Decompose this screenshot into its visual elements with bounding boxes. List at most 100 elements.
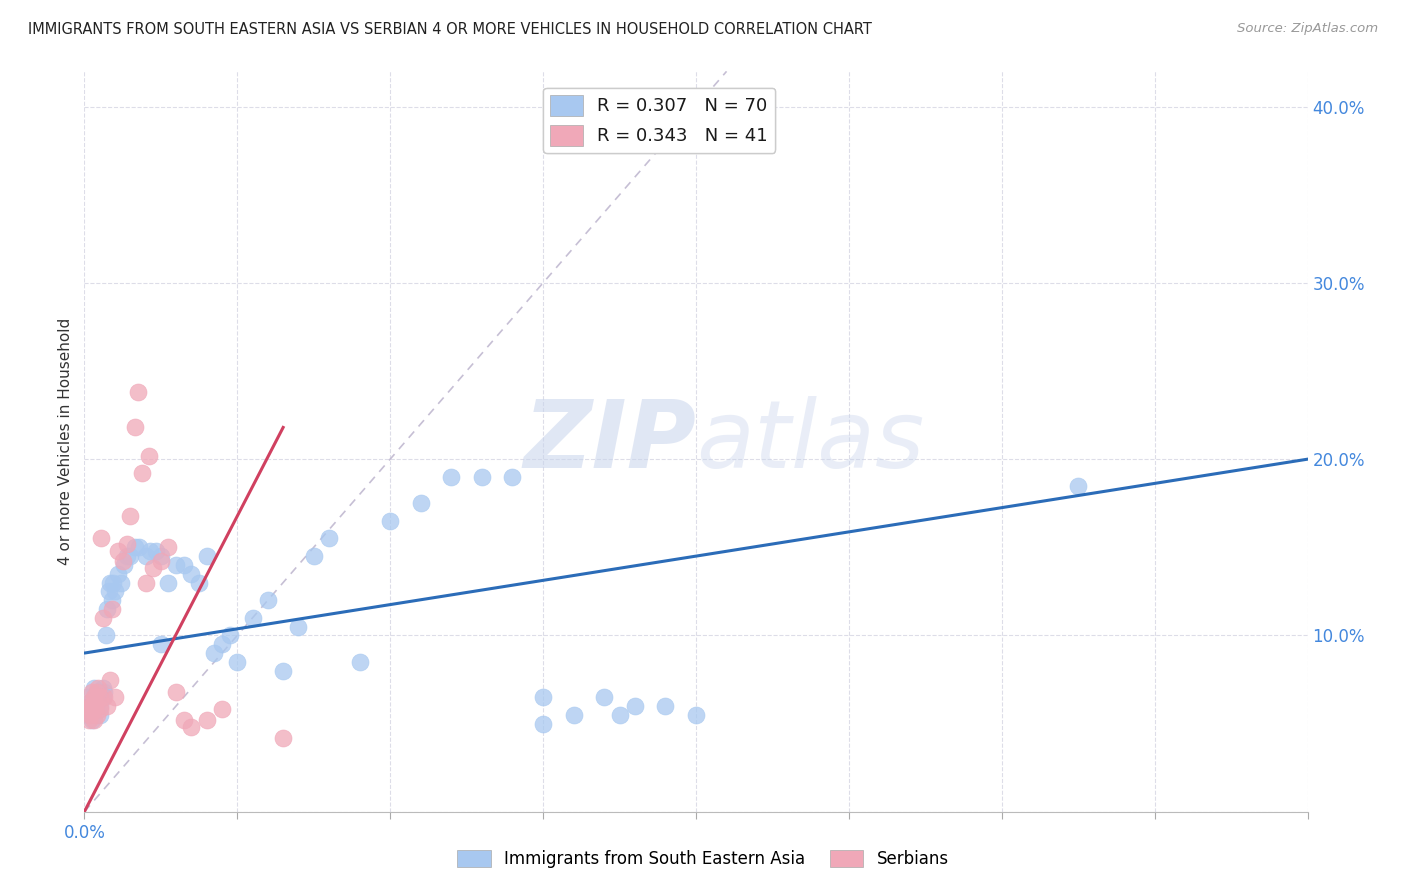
Point bbox=[165, 558, 187, 572]
Point bbox=[624, 698, 647, 713]
Legend: R = 0.307   N = 70, R = 0.343   N = 41: R = 0.307 N = 70, R = 0.343 N = 41 bbox=[543, 87, 775, 153]
Point bbox=[79, 695, 101, 709]
Point bbox=[90, 532, 112, 546]
Text: ZIP: ZIP bbox=[523, 395, 696, 488]
Point bbox=[502, 470, 524, 484]
Point bbox=[149, 554, 172, 568]
Point bbox=[77, 707, 100, 722]
Point bbox=[83, 690, 105, 705]
Point bbox=[86, 685, 108, 699]
Point bbox=[380, 514, 402, 528]
Point bbox=[86, 685, 108, 699]
Point bbox=[157, 541, 180, 555]
Point bbox=[149, 637, 172, 651]
Point bbox=[86, 698, 108, 713]
Point bbox=[115, 537, 138, 551]
Point bbox=[257, 593, 280, 607]
Point bbox=[110, 575, 132, 590]
Point bbox=[211, 637, 233, 651]
Point bbox=[87, 685, 110, 699]
Point bbox=[135, 575, 157, 590]
Point bbox=[80, 698, 103, 713]
Point bbox=[76, 702, 98, 716]
Point bbox=[202, 646, 225, 660]
Point bbox=[104, 584, 127, 599]
Legend: Immigrants from South Eastern Asia, Serbians: Immigrants from South Eastern Asia, Serb… bbox=[450, 843, 956, 875]
Point bbox=[98, 673, 121, 687]
Point bbox=[226, 655, 249, 669]
Text: atlas: atlas bbox=[696, 396, 924, 487]
Point bbox=[654, 698, 676, 713]
Point bbox=[96, 602, 118, 616]
Point bbox=[157, 575, 180, 590]
Point bbox=[93, 690, 115, 705]
Point bbox=[77, 713, 100, 727]
Point bbox=[173, 713, 195, 727]
Point bbox=[76, 690, 98, 705]
Point bbox=[80, 685, 103, 699]
Point bbox=[107, 544, 129, 558]
Point bbox=[94, 628, 117, 642]
Point bbox=[318, 532, 340, 546]
Point bbox=[90, 685, 112, 699]
Point bbox=[87, 681, 110, 696]
Point bbox=[149, 549, 172, 563]
Point bbox=[120, 508, 142, 523]
Point bbox=[188, 575, 211, 590]
Point bbox=[79, 707, 101, 722]
Point bbox=[180, 720, 202, 734]
Point bbox=[84, 690, 107, 705]
Point bbox=[91, 611, 114, 625]
Point bbox=[409, 496, 432, 510]
Point bbox=[218, 628, 240, 642]
Point bbox=[120, 549, 142, 563]
Point bbox=[77, 698, 100, 713]
Point bbox=[87, 695, 110, 709]
Point bbox=[77, 698, 100, 713]
Point bbox=[101, 593, 124, 607]
Point bbox=[609, 707, 631, 722]
Point bbox=[93, 685, 115, 699]
Point bbox=[271, 731, 294, 745]
Point bbox=[471, 470, 494, 484]
Point bbox=[242, 611, 264, 625]
Point bbox=[302, 549, 325, 563]
Point bbox=[83, 681, 105, 696]
Point bbox=[83, 690, 105, 705]
Point bbox=[84, 702, 107, 716]
Text: Source: ZipAtlas.com: Source: ZipAtlas.com bbox=[1237, 22, 1378, 36]
Point bbox=[271, 664, 294, 678]
Point bbox=[685, 707, 707, 722]
Point bbox=[89, 690, 111, 705]
Point bbox=[165, 685, 187, 699]
Point bbox=[124, 541, 146, 555]
Point bbox=[135, 549, 157, 563]
Point bbox=[84, 698, 107, 713]
Point bbox=[79, 702, 101, 716]
Point bbox=[195, 549, 218, 563]
Point bbox=[531, 716, 554, 731]
Point bbox=[84, 702, 107, 716]
Point bbox=[145, 544, 167, 558]
Point bbox=[593, 690, 616, 705]
Point bbox=[103, 575, 125, 590]
Point bbox=[173, 558, 195, 572]
Point bbox=[131, 467, 153, 481]
Point bbox=[115, 549, 138, 563]
Point bbox=[531, 690, 554, 705]
Text: IMMIGRANTS FROM SOUTH EASTERN ASIA VS SERBIAN 4 OR MORE VEHICLES IN HOUSEHOLD CO: IMMIGRANTS FROM SOUTH EASTERN ASIA VS SE… bbox=[28, 22, 872, 37]
Point bbox=[89, 698, 111, 713]
Point bbox=[104, 690, 127, 705]
Point bbox=[83, 713, 105, 727]
Point bbox=[112, 558, 135, 572]
Point bbox=[91, 681, 114, 696]
Point bbox=[98, 575, 121, 590]
Point bbox=[111, 554, 134, 568]
Point bbox=[96, 698, 118, 713]
Point bbox=[107, 566, 129, 581]
Point bbox=[440, 470, 463, 484]
Point bbox=[287, 619, 309, 633]
Point bbox=[139, 544, 162, 558]
Point bbox=[1067, 478, 1090, 492]
Point bbox=[211, 702, 233, 716]
